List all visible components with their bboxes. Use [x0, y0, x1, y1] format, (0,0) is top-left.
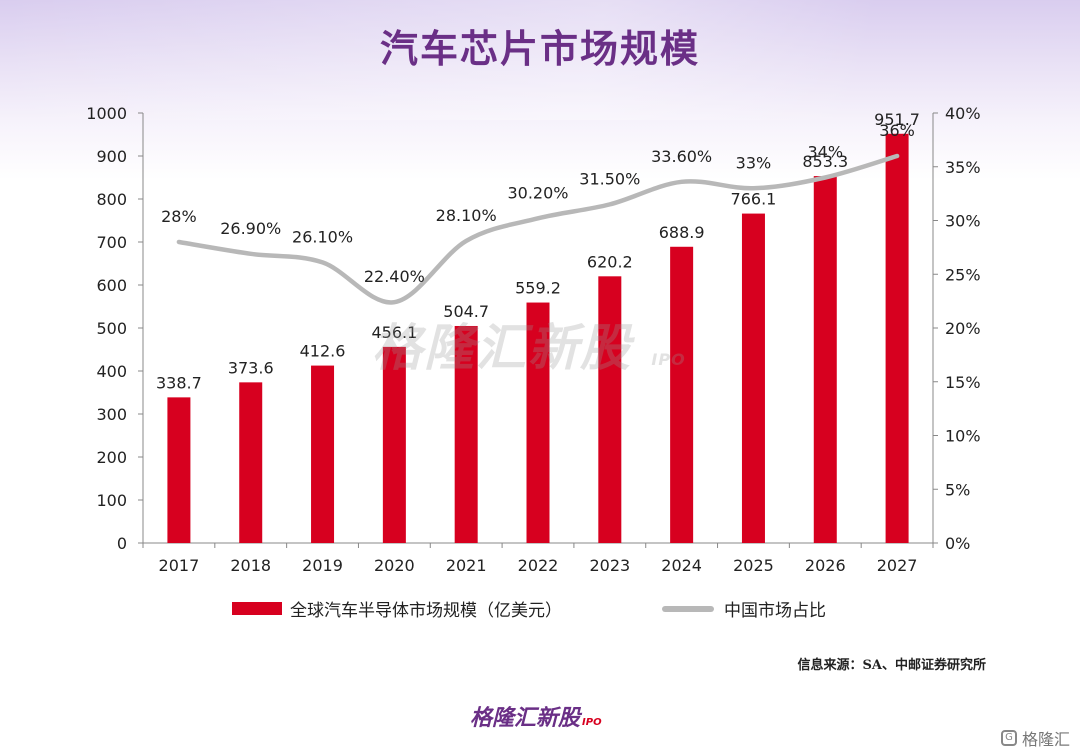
legend-line-label: 中国市场占比: [724, 601, 826, 621]
line-series: [176, 153, 900, 305]
bar: [813, 176, 837, 543]
x-tick-label: 2017: [159, 556, 200, 575]
y-left-tick-label: 700: [96, 233, 127, 252]
y-left-tick-label: 300: [96, 405, 127, 424]
y-left-tick-label: 600: [96, 276, 127, 295]
bar-data-label: 853.3: [802, 152, 848, 171]
line-data-label: 33%: [736, 153, 772, 172]
y-right-tick-label: 35%: [945, 158, 981, 177]
y-left-tick-label: 900: [96, 147, 127, 166]
y-right-tick-label: 0%: [945, 534, 970, 553]
bar: [670, 246, 694, 543]
line-data-label: 26.10%: [292, 227, 353, 246]
line-data-label: 30.20%: [507, 183, 568, 202]
bar-data-label: 766.1: [731, 190, 777, 209]
x-tick-label: 2024: [661, 556, 702, 575]
legend: 全球汽车半导体市场规模（亿美元） 中国市场占比: [0, 596, 1080, 624]
x-tick-label: 2021: [446, 556, 487, 575]
line-data-label: 33.60%: [651, 147, 712, 166]
watermark-text: 格隆汇新股: [372, 319, 632, 377]
y-right-tick-label: 25%: [945, 265, 981, 284]
bar-data-label: 373.6: [228, 358, 274, 377]
bar: [741, 213, 765, 543]
line-data-label: 26.90%: [220, 219, 281, 238]
corner-brand: G 格隆汇: [1000, 726, 1070, 750]
line-data-label: 36%: [879, 121, 915, 140]
x-tick-label: 2020: [374, 556, 415, 575]
bar: [382, 346, 406, 543]
y-left-tick-label: 1000: [86, 104, 127, 123]
bar-data-label: 620.2: [587, 252, 633, 271]
y-right-tick-label: 30%: [945, 212, 981, 231]
bar-data-label: 504.7: [443, 302, 489, 321]
line-data-label: 34%: [807, 143, 843, 162]
page-title: 汽车芯片市场规模: [379, 26, 700, 71]
bar: [885, 133, 909, 544]
x-tick-label: 2018: [230, 556, 271, 575]
y-left-tick-label: 800: [96, 190, 127, 209]
corner-brand-text: 格隆汇: [1021, 730, 1070, 749]
bar-data-label: 412.6: [300, 342, 346, 361]
y-right-tick-label: 5%: [945, 480, 970, 499]
bar: [598, 276, 622, 543]
watermark-suffix: IPO: [651, 350, 686, 369]
line-data-label: 22.40%: [364, 267, 425, 286]
watermark: 格隆汇新股 IPO: [372, 308, 686, 380]
x-tick-label: 2026: [805, 556, 846, 575]
legend-line-swatch: [662, 605, 714, 612]
line-data-label: 28%: [161, 207, 197, 226]
y-right-tick-label: 40%: [945, 104, 981, 123]
bar: [454, 325, 478, 543]
legend-item-bar: 全球汽车半导体市场规模（亿美元）: [232, 596, 562, 621]
x-tick-label: 2019: [302, 556, 343, 575]
bar: [167, 397, 191, 543]
bar: [239, 382, 263, 543]
line-data-label: 28.10%: [436, 206, 497, 225]
bar-data-label: 338.7: [156, 373, 202, 392]
brand-logo-suffix: IPO: [582, 717, 602, 728]
chart: 0 100 200 300 400 500 600 700 800 900 1000 0% 5% 10% 1…: [86, 104, 981, 575]
bar-data-label: 688.9: [659, 223, 705, 242]
legend-bar-swatch: [232, 602, 282, 615]
bar-data-label: 559.2: [515, 279, 561, 298]
y-right-tick-label: 15%: [945, 373, 981, 392]
y-left-tick-label: 0: [117, 534, 127, 553]
x-tick-label: 2027: [877, 556, 918, 575]
source-note: 信息来源：SA、中邮证券研究所: [797, 658, 986, 673]
y-left-tick-label: 500: [96, 319, 127, 338]
brand-logo-text: 格隆汇新股: [470, 706, 581, 731]
y-left-tick-label: 200: [96, 448, 127, 467]
bar-data-label: 951.7: [874, 110, 920, 129]
bar: [526, 302, 550, 543]
line-data-label: 31.50%: [579, 169, 640, 188]
y-left-tick-label: 400: [96, 362, 127, 381]
y-right-tick-label: 20%: [945, 319, 981, 338]
x-tick-label: 2023: [589, 556, 630, 575]
x-tick-label: 2025: [733, 556, 774, 575]
brand-logo: 格隆汇新股 IPO: [470, 700, 602, 732]
bar: [311, 365, 335, 543]
y-right-tick-label: 10%: [945, 427, 981, 446]
x-tick-label: 2022: [518, 556, 559, 575]
legend-item-line: 中国市场占比: [662, 596, 826, 621]
bar-data-label: 456.1: [371, 323, 417, 342]
legend-bar-label: 全球汽车半导体市场规模（亿美元）: [290, 601, 562, 621]
brand-g-icon: G: [1000, 730, 1017, 746]
y-left-tick-label: 100: [96, 491, 127, 510]
